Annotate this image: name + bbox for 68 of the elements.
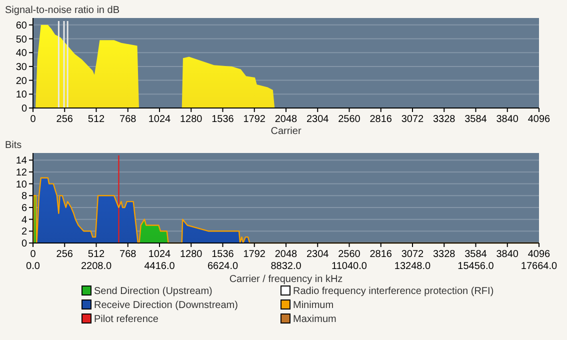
x-tick-label: 256 xyxy=(56,249,74,260)
x-tick-label: 0 xyxy=(30,114,36,125)
y-tick-label: 0 xyxy=(21,238,28,250)
x2-tick-label: 6624.0 xyxy=(207,261,238,272)
x2-tick-label: 8832.0 xyxy=(270,261,302,272)
y-tick-label: 6 xyxy=(21,202,28,214)
x-tick-label: 2304 xyxy=(306,249,330,260)
x-tick-label: 2048 xyxy=(274,249,298,260)
y-axis-title: Signal-to-noise ratio in dB xyxy=(5,5,120,16)
x-tick-label: 1536 xyxy=(212,114,234,125)
x-tick-label: 3072 xyxy=(401,249,424,260)
x2-tick-label: 4416.0 xyxy=(144,261,176,272)
y-tick-label: 14 xyxy=(16,156,28,167)
y-tick-label: 30 xyxy=(16,62,28,73)
y-tick-label: 60 xyxy=(16,20,28,32)
x2-tick-label: 11040.0 xyxy=(332,261,368,272)
x-tick-label: 256 xyxy=(56,114,74,125)
x-tick-label: 3584 xyxy=(464,114,488,125)
x2-tick-label: 0.0 xyxy=(26,261,40,272)
x-tick-label: 3840 xyxy=(496,114,519,125)
legend-label: Send Direction (Upstream) xyxy=(94,286,212,297)
x-tick-label: 3328 xyxy=(433,114,456,125)
x-tick-label: 2816 xyxy=(370,249,392,260)
y-tick-label: 8 xyxy=(21,191,28,202)
x-tick-label: 768 xyxy=(120,114,137,125)
x-tick-label: 0 xyxy=(30,249,36,260)
x-tick-label: 3328 xyxy=(433,249,456,260)
y-tick-label: 10 xyxy=(16,179,28,190)
x-tick-label: 512 xyxy=(88,114,106,125)
x-tick-label: 1280 xyxy=(180,114,203,125)
x-tick-label: 3840 xyxy=(496,249,519,260)
x-tick-label: 768 xyxy=(120,249,137,260)
x-tick-label: 1024 xyxy=(148,249,172,260)
x-tick-label: 2816 xyxy=(370,114,392,125)
x-tick-label: 3072 xyxy=(401,114,424,125)
x-tick-label: 3584 xyxy=(464,249,488,260)
y-tick-label: 50 xyxy=(16,34,28,46)
x2-tick-label: 15456.0 xyxy=(458,261,494,272)
x-tick-label: 2304 xyxy=(306,114,330,125)
x-tick-label: 2560 xyxy=(338,114,361,125)
x-tick-label: 1024 xyxy=(148,114,172,125)
legend-label: Pilot reference xyxy=(94,314,159,325)
legend-label: Minimum xyxy=(293,300,334,311)
x-tick-label: 1792 xyxy=(243,249,266,260)
legend-label: Maximum xyxy=(293,314,336,325)
x-tick-label: 4096 xyxy=(528,114,551,125)
x-tick-label: 4096 xyxy=(528,249,551,260)
x-tick-label: 1536 xyxy=(212,249,234,260)
x-tick-label: 512 xyxy=(88,249,106,260)
x-axis-title: Carrier xyxy=(270,126,302,137)
x2-tick-label: 2208.0 xyxy=(80,261,112,272)
x-tick-label: 1792 xyxy=(243,114,266,125)
x-tick-label: 2560 xyxy=(338,249,361,260)
x-tick-label: 1280 xyxy=(180,249,203,260)
y-tick-label: 40 xyxy=(16,48,28,60)
x2-tick-label: 17664.0 xyxy=(520,261,558,272)
y-tick-label: 10 xyxy=(16,90,28,101)
y-tick-label: 4 xyxy=(21,214,28,226)
y-axis-title: Bits xyxy=(5,140,22,151)
x-axis-title: Carrier / frequency in kHz xyxy=(229,274,343,285)
x-tick-label: 2048 xyxy=(274,114,298,125)
legend-label: Radio frequency interference protection (RFI) xyxy=(293,286,494,297)
x2-tick-label: 13248.0 xyxy=(394,261,432,272)
legend-label: Receive Direction (Downstream) xyxy=(94,300,238,311)
y-tick-label: 2 xyxy=(21,226,28,238)
y-tick-label: 20 xyxy=(16,76,28,87)
y-tick-label: 12 xyxy=(16,167,28,178)
y-tick-label: 0 xyxy=(21,104,28,114)
